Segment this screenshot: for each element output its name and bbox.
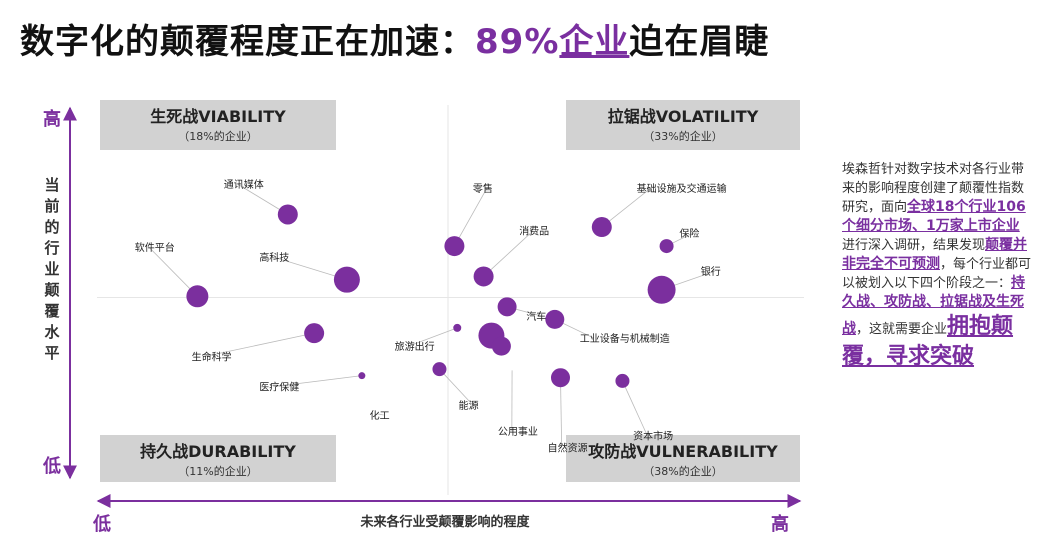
data-point-9 [497, 297, 517, 317]
data-point-1 [186, 285, 209, 308]
point-label-10: 能源 [459, 399, 479, 412]
leader-line-8 [483, 230, 534, 277]
point-label-1: 软件平台 [135, 241, 175, 254]
quadrant-share-top-right: （33%的企业） [643, 129, 722, 143]
point-label-3: 生命科学 [192, 350, 232, 363]
data-point-10 [432, 362, 447, 377]
x-high-label: 高 [771, 513, 789, 535]
leader-line-1 [148, 246, 198, 297]
point-label-19: 银行 [701, 265, 721, 278]
data-point-4 [358, 372, 366, 380]
point-label-15: 工业设备与机械制造 [580, 332, 670, 345]
data-point-8 [473, 266, 494, 287]
point-label-9: 汽车 [526, 310, 546, 323]
point-label-14: 自然资源 [548, 441, 588, 454]
quadrant-title-top-right: 拉锯战VOLATILITY [608, 107, 759, 126]
data-point-16 [615, 373, 630, 388]
quadrant-box-top-left [100, 100, 336, 150]
quadrant-box-bottom-right [566, 435, 800, 482]
y-high-label: 高 [43, 108, 61, 130]
quadrant-box-bottom-left [100, 435, 336, 482]
data-point-6 [453, 323, 462, 332]
data-point-15 [545, 309, 565, 329]
point-label-7: 零售 [473, 182, 493, 195]
leader-line-4 [273, 375, 362, 388]
title-company: 企业 [559, 22, 630, 62]
leader-line-3 [205, 332, 315, 357]
y-axis-title: 当前的行业颠覆水平 [43, 176, 60, 362]
side-description: 埃森哲针对数字技术对各行业带来的影响程度创建了颠覆性指数研究，面向全球18个行业… [842, 162, 1032, 369]
point-label-5: 化工 [370, 409, 390, 422]
point-label-17: 基础设施及交通运输 [637, 182, 727, 195]
data-point-0 [277, 204, 298, 225]
quadrant-share-bottom-right: （38%的企业） [643, 464, 722, 478]
data-point-3 [304, 323, 325, 344]
data-point-2 [333, 266, 360, 293]
leader-line-16 [622, 380, 648, 436]
leader-line-17 [601, 187, 651, 228]
point-label-4: 医疗保健 [259, 381, 299, 394]
quadrant-title-bottom-right: 攻防战VULNERABILITY [588, 442, 778, 461]
title-percent: 89% [475, 22, 560, 62]
point-label-8: 消费品 [519, 225, 549, 238]
quadrant-title-bottom-left: 持久战DURABILITY [140, 442, 296, 461]
page-title: 数字化的颠覆程度正在加速：89%企业迫在眉睫 [20, 22, 770, 62]
leader-line-6 [408, 327, 458, 347]
leader-line-10 [439, 368, 473, 406]
y-low-label: 低 [42, 455, 61, 477]
point-label-16: 资本市场 [633, 429, 673, 442]
x-low-label: 低 [92, 513, 111, 535]
data-point-17 [591, 217, 612, 238]
point-label-2: 高科技 [259, 251, 289, 264]
quadrant-share-bottom-left: （11%的企业） [178, 464, 257, 478]
point-label-6: 旅游出行 [395, 340, 435, 353]
data-point-18 [659, 239, 674, 254]
data-point-14 [550, 368, 570, 388]
data-point-12 [491, 336, 511, 356]
x-axis-title: 未来各行业受颠覆影响的程度 [359, 514, 530, 530]
quadrant-title-top-left: 生死战VIABILITY [150, 107, 286, 126]
data-point-19 [647, 275, 676, 304]
quadrant-box-top-right [566, 100, 800, 150]
leader-line-7 [454, 188, 488, 247]
point-label-13: 公用事业 [498, 425, 538, 438]
quadrant-share-top-left: （18%的企业） [178, 129, 257, 143]
leader-line-5 [376, 413, 384, 416]
data-point-7 [444, 236, 465, 257]
leader-line-14 [560, 377, 563, 448]
point-label-0: 通讯媒体 [224, 179, 264, 191]
point-label-18: 保险 [679, 227, 699, 240]
